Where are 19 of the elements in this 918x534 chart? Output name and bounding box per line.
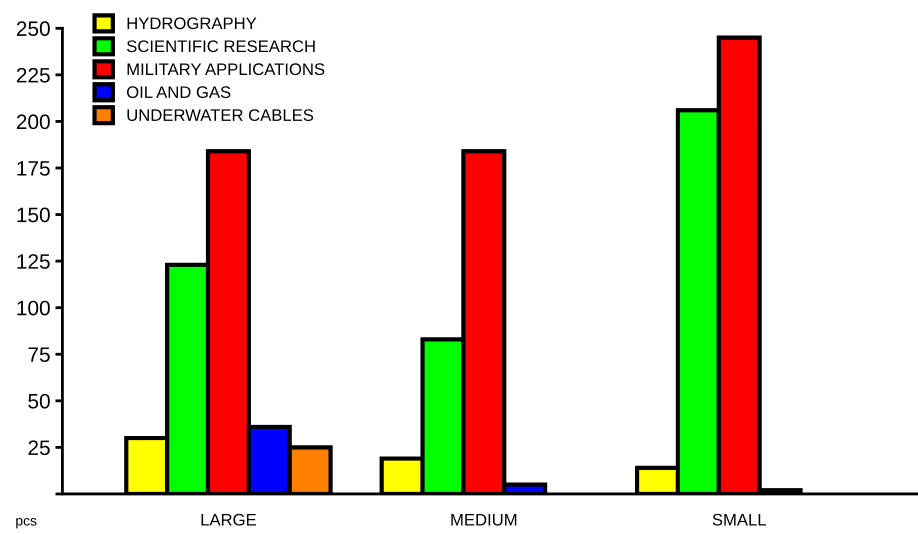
y-tick-label: 125 (17, 254, 50, 269)
y-axis-title: pcs (16, 518, 36, 528)
legend-label: HYDROGRAPHY (128, 17, 256, 30)
legend-label: MILITARY APPLICATIONS (128, 63, 324, 76)
y-tick-label: 50 (28, 394, 50, 409)
y-tick-label: 75 (28, 347, 50, 362)
legend-label: SCIENTIFIC RESEARCH (126, 40, 315, 52)
y-tick-label: 100 (17, 300, 50, 316)
x-tick-label: SMALL (712, 514, 766, 526)
y-tick-label: 25 (28, 440, 50, 456)
legend-label: OIL AND GAS (126, 86, 230, 98)
y-tick-label: 250 (16, 21, 50, 36)
y-tick-label: 175 (17, 161, 50, 176)
y-tick-label: 200 (16, 114, 50, 130)
legend-label: UNDERWATER CABLES (127, 109, 314, 122)
x-tick-label: LARGE (202, 514, 256, 526)
y-tick-label: 150 (17, 208, 50, 222)
x-tick-label: MEDIUM (451, 514, 516, 526)
y-tick-label: 225 (16, 68, 50, 83)
